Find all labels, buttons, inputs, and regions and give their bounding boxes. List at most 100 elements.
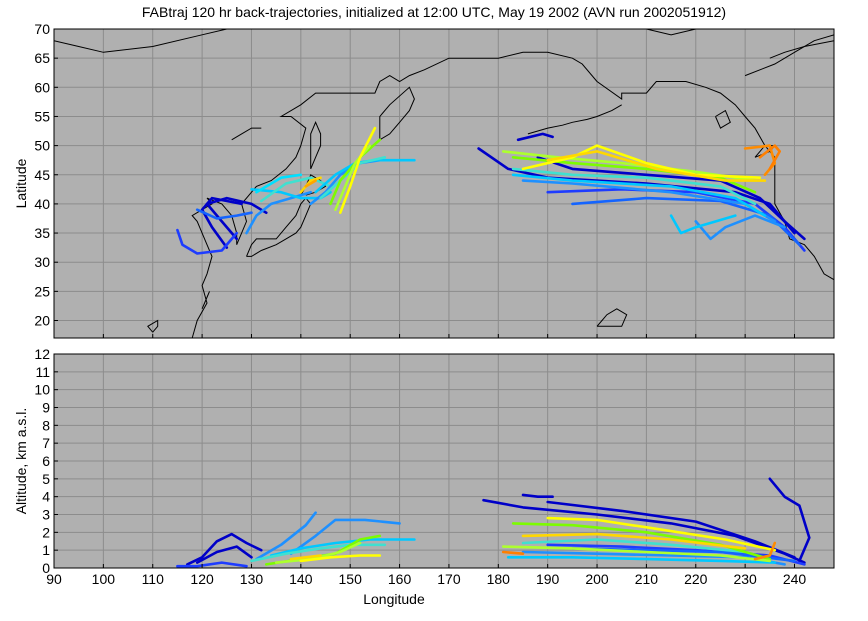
y-tick-label: 8 [42, 417, 50, 433]
x-tick-label: 220 [684, 571, 708, 587]
trajectory-line [516, 132, 554, 142]
coastline [201, 291, 210, 309]
y-tick-label: 7 [42, 435, 50, 451]
coastline [527, 104, 622, 135]
y-tick-label: 12 [34, 346, 50, 362]
trajectory-line [176, 561, 248, 568]
coastline [191, 51, 834, 338]
trajectory-line [506, 556, 777, 564]
x-tick-label: 240 [783, 571, 807, 587]
y-tick-label: 50 [34, 138, 50, 154]
trajectory-line [511, 173, 767, 217]
trajectory-line [274, 541, 362, 564]
coastline [310, 121, 322, 170]
trajectory-line [304, 179, 317, 188]
chart-title: FABtraj 120 hr back-trajectories, initia… [141, 4, 727, 20]
y-tick-label: 20 [34, 313, 50, 329]
trajectory-line [758, 144, 781, 171]
trajectory-line [205, 196, 268, 241]
y-tick-label: 65 [34, 50, 50, 66]
y-axis-label: Latitude [13, 158, 29, 208]
trajectory-line [768, 477, 811, 563]
y-tick-label: 3 [42, 507, 50, 523]
y-tick-label: 2 [42, 524, 50, 540]
plot-area [176, 477, 811, 568]
coastline [379, 86, 415, 141]
x-tick-label: 170 [437, 571, 461, 587]
trajectory-line [269, 538, 416, 557]
trajectory-line [176, 228, 238, 255]
y-tick-label: 11 [35, 364, 50, 380]
y-tick-label: 5 [42, 471, 50, 487]
coastline [715, 109, 731, 129]
y-tick-label: 70 [34, 21, 50, 37]
coastline [54, 29, 227, 53]
x-tick-label: 100 [92, 571, 116, 587]
trajectory-line [195, 208, 253, 220]
trajectory-line [195, 545, 253, 564]
x-tick-label: 160 [388, 571, 412, 587]
trajectory-line [255, 173, 303, 194]
x-tick-label: 150 [339, 571, 363, 587]
y-tick-label: 10 [34, 382, 50, 398]
coastline [744, 34, 834, 77]
y-tick-label: 1 [42, 542, 50, 558]
coastline [597, 29, 696, 36]
y-tick-label: 4 [42, 489, 50, 505]
y-tick-label: 0 [42, 560, 50, 576]
trajectory-line [521, 538, 747, 554]
x-tick-label: 210 [635, 571, 659, 587]
y-tick-label: 35 [34, 225, 50, 241]
trajectory-line [501, 550, 525, 555]
x-tick-label: 140 [289, 571, 313, 587]
trajectory-line [521, 144, 762, 179]
y-tick-label: 60 [34, 79, 50, 95]
plot-frame [53, 28, 835, 339]
y-tick-label: 40 [34, 196, 50, 212]
trajectory-line [255, 511, 317, 561]
trajectory-line [694, 214, 786, 241]
trajectory-line [260, 176, 332, 203]
coastline [769, 40, 834, 59]
x-tick-label: 230 [733, 571, 757, 587]
x-tick-label: 120 [190, 571, 214, 587]
coastline [147, 319, 159, 333]
trajectory-line [669, 214, 737, 235]
trajectory-line [501, 545, 772, 563]
x-tick-label: 110 [142, 571, 165, 587]
x-axis-label: Longitude [363, 591, 425, 607]
trajectory-line [299, 176, 322, 194]
trajectory-line [477, 147, 796, 235]
trajectory-line [546, 500, 796, 559]
trajectory-line [289, 554, 322, 561]
y-tick-label: 55 [34, 108, 50, 124]
x-tick-label: 130 [240, 571, 264, 587]
map-panel: 20 25 30 35 40 45 50 55 60 65 70 Latitude [13, 21, 835, 339]
trajectory-line [289, 518, 401, 555]
x-tick-label: 90 [46, 571, 62, 587]
coastline [231, 127, 262, 141]
y-axis-label: Altitude, km a.s.l. [13, 408, 29, 515]
trajectory-line [299, 554, 382, 563]
trajectory-line [753, 541, 777, 561]
y-tick-label: 45 [34, 167, 50, 183]
coastline [596, 308, 628, 327]
x-tick-label: 180 [487, 571, 511, 587]
y-tick-label: 9 [42, 400, 50, 416]
trajectory-line [546, 188, 806, 252]
trajectory-line [511, 167, 757, 206]
trajectory-line [339, 126, 377, 214]
y-tick-label: 30 [34, 254, 50, 270]
trajectory-line [186, 532, 263, 566]
trajectory-line [521, 532, 747, 550]
plot-area [54, 29, 834, 338]
y-tick-label: 25 [34, 283, 50, 299]
trajectory-line [546, 516, 777, 552]
trajectory-line [329, 138, 382, 206]
trajectory-line [250, 543, 387, 563]
trajectory-line [521, 493, 554, 498]
trajectory-line [546, 150, 767, 182]
trajectory-line [511, 522, 772, 561]
